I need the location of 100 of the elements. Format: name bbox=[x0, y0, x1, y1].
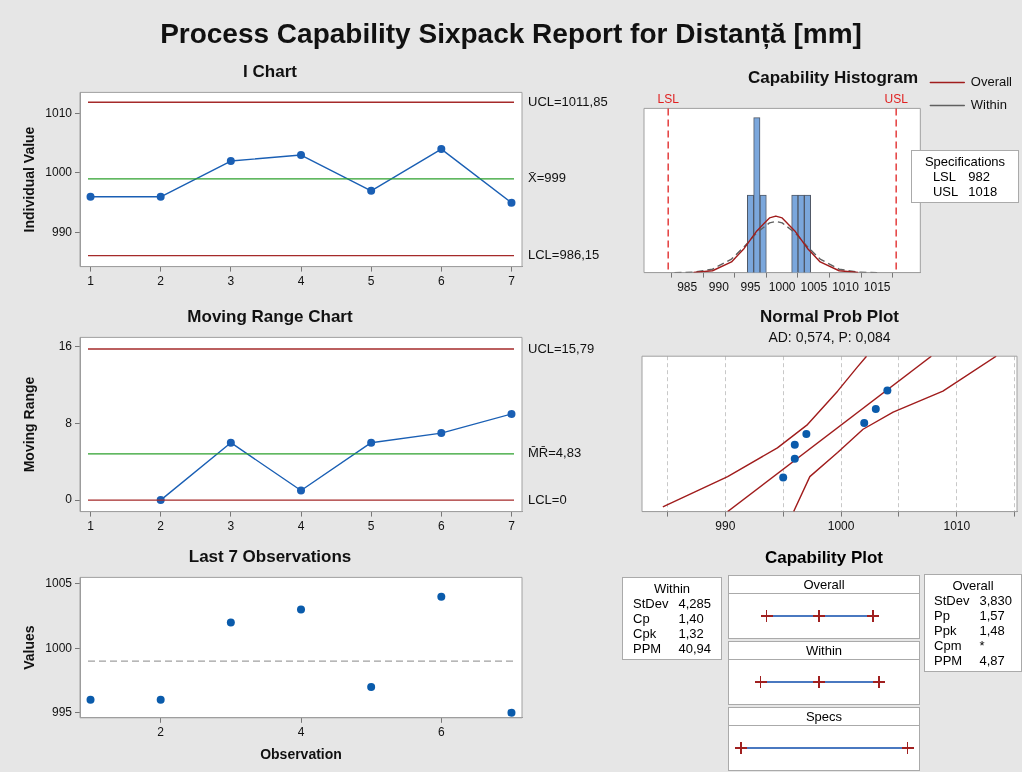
text: PPM bbox=[633, 641, 663, 656]
x-tick-label: 2 bbox=[157, 725, 165, 740]
x-tick-label: 6 bbox=[437, 725, 445, 740]
y-axis-title: Individual Value bbox=[21, 126, 38, 233]
text: Cpm bbox=[934, 638, 963, 653]
ref-line-label: USL bbox=[884, 91, 909, 106]
chart-subtitle: AD: 0,574, P: 0,084 bbox=[768, 328, 891, 345]
y-tick-label: 0 bbox=[65, 492, 73, 507]
category-label: Overall bbox=[729, 576, 919, 594]
x-tick-label: 4 bbox=[297, 519, 305, 534]
text: 1,32 bbox=[678, 626, 705, 641]
text: 1,48 bbox=[979, 623, 1006, 638]
legend-label: Within bbox=[970, 97, 1007, 113]
x-tick-label: 1000 bbox=[768, 280, 796, 295]
y-axis-title: Values bbox=[21, 625, 38, 670]
point bbox=[437, 145, 446, 154]
chart-title: Moving Range Chart bbox=[187, 306, 353, 326]
ref-line-label: LSL bbox=[657, 91, 680, 106]
point bbox=[507, 409, 516, 418]
x-tick-label: 3 bbox=[227, 519, 235, 534]
x-tick-label: 7 bbox=[508, 274, 516, 289]
point bbox=[297, 605, 305, 614]
point bbox=[507, 198, 516, 207]
point bbox=[226, 438, 235, 447]
text: StDev bbox=[633, 596, 669, 611]
point bbox=[86, 192, 95, 201]
x-tick-label: 985 bbox=[677, 280, 698, 295]
chart-subtitle: I Chart bbox=[243, 61, 298, 81]
text: USL bbox=[932, 184, 959, 199]
x-tick-label: 6 bbox=[437, 519, 445, 534]
x-tick-label: 1010 bbox=[832, 280, 860, 295]
ref-line-label: LCL=0 bbox=[528, 491, 567, 507]
y-tick-label: 990 bbox=[51, 224, 73, 239]
point bbox=[226, 157, 235, 166]
x-tick-label: 990 bbox=[715, 519, 736, 534]
point bbox=[437, 429, 446, 438]
text: Pp bbox=[934, 608, 951, 623]
x-tick-label: 5 bbox=[367, 274, 375, 289]
text: 3,830 bbox=[979, 593, 1012, 608]
y-tick-label: 16 bbox=[58, 339, 73, 354]
y-tick-label: 8 bbox=[65, 415, 73, 430]
text: Overall bbox=[951, 578, 995, 593]
y-tick-label: 1000 bbox=[45, 640, 73, 655]
point bbox=[802, 429, 811, 438]
y-tick-label: 1000 bbox=[45, 165, 73, 180]
category-label: Specs bbox=[729, 708, 919, 726]
chart-title: Last 7 Observations bbox=[188, 546, 352, 566]
text: Within bbox=[652, 581, 692, 596]
chart-title: Process Capability Sixpack Report for Distanță [mm] bbox=[159, 18, 863, 50]
point bbox=[437, 592, 446, 601]
x-tick-label: 1 bbox=[87, 519, 95, 534]
x-tick-label: 6 bbox=[437, 274, 445, 289]
x-tick-label: 990 bbox=[708, 280, 730, 295]
x-tick-label: 7 bbox=[508, 519, 516, 534]
point bbox=[156, 695, 165, 704]
chart-title: Normal Prob Plot bbox=[760, 306, 900, 326]
point bbox=[779, 473, 788, 482]
text: Specifications bbox=[923, 154, 1007, 169]
x-tick-label: 1000 bbox=[827, 519, 855, 534]
chart-title: Capability Histogram bbox=[747, 67, 919, 87]
text: Cpk bbox=[633, 626, 658, 641]
ref-line-label: LCL=986,15 bbox=[528, 247, 600, 263]
point bbox=[871, 405, 880, 414]
y-tick-label: 1005 bbox=[45, 576, 73, 591]
point bbox=[790, 440, 799, 449]
text: 4,285 bbox=[678, 596, 711, 611]
y-axis-title: Moving Range bbox=[21, 376, 38, 473]
x-tick-label: 995 bbox=[740, 280, 761, 295]
x-tick-label: 4 bbox=[297, 274, 305, 289]
point bbox=[367, 682, 376, 691]
point bbox=[367, 186, 376, 195]
x-tick-label: 1015 bbox=[863, 280, 891, 295]
text: 4,87 bbox=[979, 653, 1006, 668]
x-tick-label: 2 bbox=[157, 519, 165, 534]
x-tick-label: 4 bbox=[297, 725, 305, 740]
point bbox=[297, 151, 305, 160]
ref-line-label: UCL=1011,85 bbox=[528, 93, 608, 109]
point bbox=[860, 419, 869, 428]
text: 1,57 bbox=[979, 608, 1006, 623]
point bbox=[226, 618, 235, 627]
point bbox=[367, 438, 376, 447]
x-tick-label: 2 bbox=[157, 274, 165, 289]
y-tick-label: 995 bbox=[51, 704, 73, 719]
text: 982 bbox=[968, 169, 991, 184]
y-tick-label: 1010 bbox=[45, 105, 73, 120]
text: 1018 bbox=[968, 184, 998, 199]
text: Cp bbox=[633, 611, 651, 626]
x-tick-label: 1 bbox=[87, 274, 95, 289]
x-tick-label: 1010 bbox=[943, 519, 971, 534]
x-axis-title: Observation bbox=[260, 746, 342, 763]
category-label: Within bbox=[729, 642, 919, 660]
ref-line-label: UCL=15,79 bbox=[528, 340, 595, 356]
point bbox=[883, 386, 892, 395]
x-tick-label: 1005 bbox=[800, 280, 828, 295]
legend-label: Overall bbox=[970, 74, 1013, 90]
text: LSL bbox=[932, 169, 958, 184]
ref-line-label: X̄=999 bbox=[528, 170, 566, 186]
x-tick-label: 3 bbox=[227, 274, 235, 289]
text: 40,94 bbox=[678, 641, 711, 656]
point bbox=[507, 708, 516, 717]
